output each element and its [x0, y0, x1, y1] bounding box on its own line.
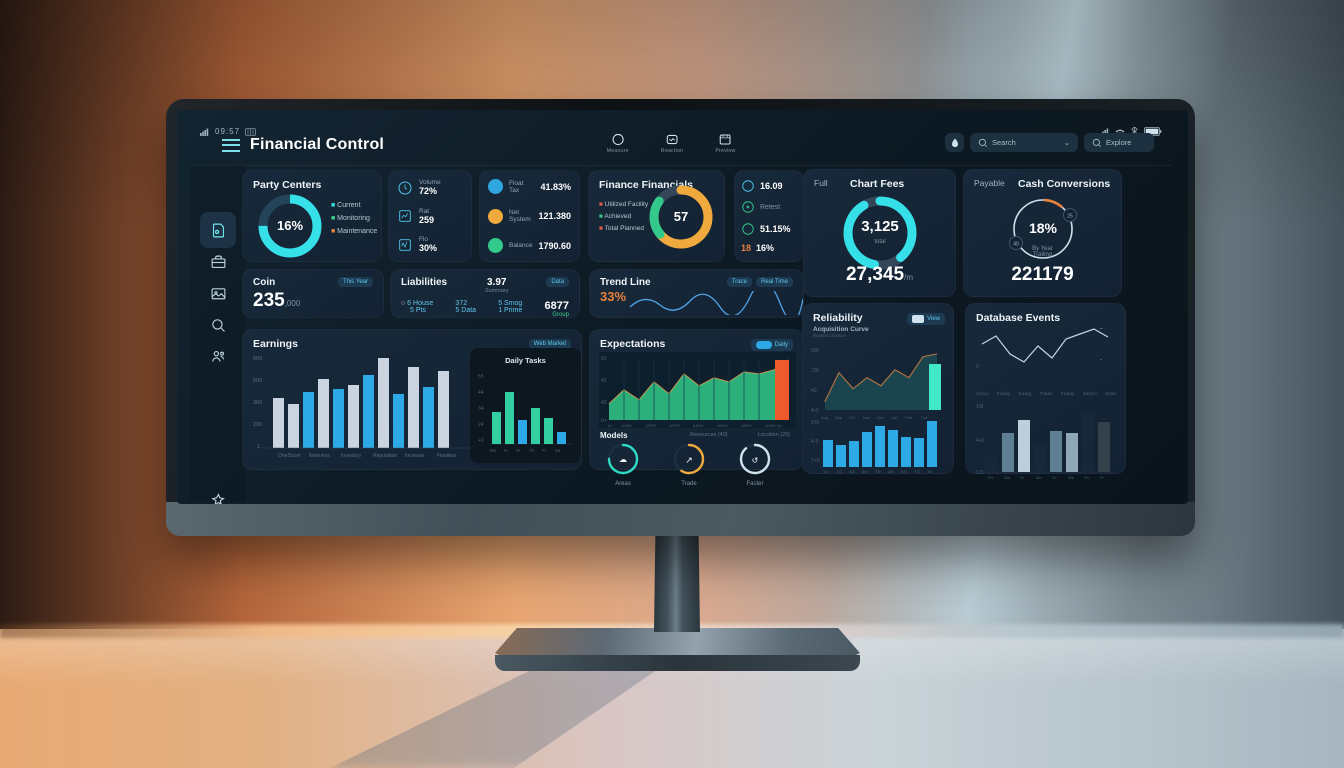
svg-text:4+0: 4+0 — [976, 438, 985, 444]
svg-text:Th: Th — [529, 448, 535, 453]
svg-text:Fr: Fr — [1100, 475, 1104, 480]
svg-text:Flowless: Flowless — [437, 453, 457, 459]
svg-text:5d: 5d — [777, 423, 781, 428]
svg-text:Th: Th — [1084, 475, 1089, 480]
svg-text:1r8: 1r8 — [976, 404, 983, 410]
svg-text:1.0: 1.0 — [976, 470, 983, 476]
svg-text:Nowness: Nowness — [309, 453, 330, 459]
svg-text:4-0: 4-0 — [811, 408, 818, 414]
svg-text:4/3: 4/3 — [849, 469, 855, 474]
svg-text:40: 40 — [811, 388, 817, 394]
svg-text:Sat: Sat — [1004, 475, 1011, 480]
svg-text:24: 24 — [478, 422, 484, 428]
svg-text:Reputation: Reputation — [373, 453, 397, 459]
svg-text:1: 1 — [257, 444, 260, 450]
svg-text:16%: 16% — [277, 218, 303, 233]
svg-text:W: W — [516, 448, 521, 453]
svg-text:3,125: 3,125 — [861, 218, 899, 235]
svg-text:200: 200 — [253, 422, 262, 428]
svg-text:70k: 70k — [811, 368, 820, 374]
svg-text:12PM: 12PM — [645, 423, 655, 428]
svg-text:5/0: 5/0 — [901, 469, 907, 474]
svg-text:42: 42 — [601, 378, 607, 384]
svg-text:34: 34 — [478, 406, 484, 412]
svg-text:x: x — [1100, 328, 1103, 331]
svg-text:600: 600 — [253, 356, 262, 362]
svg-text:10AM: 10AM — [621, 423, 631, 428]
svg-text:7/2: 7/2 — [836, 469, 842, 474]
svg-text:67k: 67k — [811, 420, 820, 426]
svg-text:total: total — [874, 239, 885, 245]
svg-text:02PM: 02PM — [669, 423, 679, 428]
svg-text:Tu: Tu — [1052, 475, 1057, 480]
svg-text:04PM: 04PM — [693, 423, 703, 428]
svg-text:42: 42 — [601, 400, 607, 406]
svg-text:↺: ↺ — [752, 456, 759, 465]
svg-text:7/8: 7/8 — [875, 469, 881, 474]
svg-text:18%: 18% — [1029, 220, 1058, 236]
svg-text:1d: 1d — [607, 423, 611, 428]
svg-text:2/6: 2/6 — [888, 469, 894, 474]
svg-text:63: 63 — [601, 356, 607, 362]
svg-text:Sa: Sa — [555, 448, 561, 453]
svg-text:Mo: Mo — [1036, 475, 1042, 480]
svg-text:Sr: Sr — [1020, 475, 1025, 480]
svg-text:55: 55 — [478, 374, 484, 380]
svg-text:10PM: 10PM — [765, 423, 775, 428]
svg-text:+0: +0 — [478, 438, 484, 444]
svg-text:7/3: 7/3 — [914, 469, 920, 474]
svg-text:300: 300 — [253, 400, 262, 406]
svg-text:60k: 60k — [811, 348, 820, 354]
svg-text:Investory: Investory — [341, 453, 362, 459]
svg-text:Tot: Tot — [927, 469, 933, 474]
svg-text:OneScore: OneScore — [278, 453, 301, 459]
svg-text:Mo: Mo — [490, 448, 497, 453]
svg-text:We: We — [1068, 475, 1075, 480]
svg-text:5/6: 5/6 — [862, 469, 868, 474]
svg-text:7+0: 7+0 — [811, 458, 820, 464]
svg-text:25: 25 — [1067, 214, 1073, 220]
svg-text:57: 57 — [674, 209, 688, 224]
svg-text:500: 500 — [253, 378, 262, 384]
svg-text:Fr: Fr — [542, 448, 547, 453]
svg-text:08PM: 08PM — [741, 423, 751, 428]
svg-text:Fri: Fri — [988, 475, 993, 480]
svg-text:44: 44 — [478, 390, 484, 396]
svg-text:06PM: 06PM — [717, 423, 727, 428]
svg-text:Increase: Increase — [405, 453, 424, 459]
svg-text:-: - — [1100, 357, 1102, 363]
svg-text:1/1: 1/1 — [823, 469, 829, 474]
svg-text:4-5: 4-5 — [811, 439, 818, 445]
svg-text:0: 0 — [976, 364, 979, 370]
svg-text:0+: 0+ — [601, 418, 607, 424]
svg-text:↗: ↗ — [685, 455, 693, 465]
svg-text:☁: ☁ — [619, 455, 627, 464]
svg-text:Tu: Tu — [503, 448, 508, 453]
